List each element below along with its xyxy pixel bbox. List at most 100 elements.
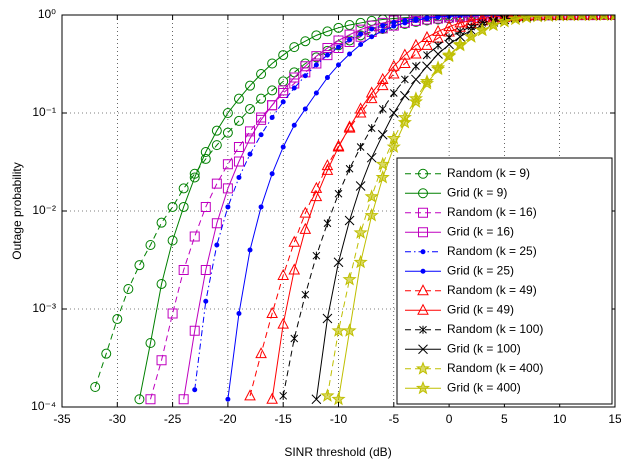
marker: [353, 254, 368, 269]
marker: [422, 61, 432, 72]
marker: [233, 115, 244, 126]
marker: [267, 85, 278, 96]
marker: [336, 44, 341, 50]
marker: [289, 78, 300, 89]
legend-label: Grid (k = 25): [447, 263, 514, 277]
marker: [389, 88, 398, 97]
marker: [464, 29, 479, 43]
marker: [255, 347, 267, 359]
marker: [334, 189, 343, 198]
marker: [531, 15, 544, 23]
marker: [333, 35, 344, 46]
marker: [376, 72, 389, 84]
marker: [291, 122, 297, 128]
legend-marker: [415, 380, 431, 395]
marker: [145, 337, 156, 348]
marker: [364, 189, 379, 203]
marker: [400, 90, 410, 101]
marker: [288, 263, 301, 275]
marker: [280, 99, 286, 105]
marker: [244, 389, 256, 401]
y-tick-label: 10⁻²: [32, 203, 56, 217]
y-axis-label: Outage probability: [10, 162, 24, 259]
marker: [189, 325, 200, 336]
marker: [445, 33, 453, 42]
marker: [344, 215, 355, 226]
legend-box: [396, 157, 613, 405]
marker: [322, 50, 333, 61]
x-tick-label: -25: [164, 412, 182, 426]
marker: [434, 41, 442, 50]
marker: [288, 235, 301, 247]
x-tick-label: -15: [275, 412, 293, 426]
marker: [134, 260, 145, 271]
marker: [342, 323, 357, 337]
marker: [322, 26, 333, 37]
marker: [423, 51, 431, 60]
marker: [388, 108, 399, 118]
marker: [178, 394, 189, 405]
marker: [421, 30, 433, 42]
marker: [333, 22, 344, 33]
marker: [301, 290, 310, 299]
marker: [247, 247, 253, 253]
marker: [245, 80, 256, 91]
marker: [413, 17, 419, 23]
marker: [397, 115, 412, 129]
marker: [189, 172, 200, 183]
marker: [211, 178, 222, 189]
marker: [399, 15, 410, 25]
marker: [391, 23, 397, 29]
marker: [366, 152, 377, 163]
marker: [300, 67, 311, 78]
marker: [310, 181, 323, 193]
x-tick-label: -20: [219, 412, 237, 426]
marker: [245, 103, 256, 114]
marker: [331, 391, 346, 406]
marker: [444, 39, 454, 50]
marker: [211, 125, 222, 136]
marker: [278, 50, 289, 61]
marker: [344, 37, 355, 48]
marker: [278, 85, 289, 96]
legend-label: Random (k = 400): [447, 361, 543, 375]
marker: [245, 133, 256, 144]
marker: [324, 52, 330, 58]
marker: [598, 15, 610, 20]
marker: [566, 15, 576, 22]
marker: [156, 355, 167, 366]
marker: [380, 28, 386, 34]
legend-label: Random (k = 49): [447, 283, 537, 297]
marker: [225, 396, 231, 402]
marker: [410, 38, 422, 50]
marker: [543, 15, 554, 22]
marker: [189, 231, 200, 242]
marker: [364, 208, 379, 222]
marker: [366, 20, 377, 31]
marker: [455, 15, 466, 21]
marker: [178, 265, 189, 276]
marker: [203, 298, 209, 304]
marker: [279, 391, 288, 400]
marker: [475, 22, 490, 37]
marker: [342, 272, 357, 286]
marker: [313, 90, 319, 96]
marker: [258, 204, 264, 210]
marker: [442, 48, 457, 63]
marker: [167, 201, 178, 212]
marker: [387, 59, 400, 71]
marker: [302, 106, 308, 112]
x-tick-label: 15: [608, 412, 621, 426]
marker: [192, 387, 198, 393]
marker: [375, 170, 390, 184]
marker: [344, 29, 355, 40]
marker: [345, 164, 354, 173]
marker: [311, 394, 322, 405]
marker: [419, 76, 435, 90]
marker: [313, 62, 319, 68]
legend-label: Random (k = 16): [447, 205, 537, 219]
y-tick-label: 10⁻³: [32, 301, 56, 315]
y-tick-label: 10⁻¹: [32, 105, 56, 119]
marker: [508, 15, 523, 26]
legend-label: Grid (k = 49): [447, 302, 514, 316]
